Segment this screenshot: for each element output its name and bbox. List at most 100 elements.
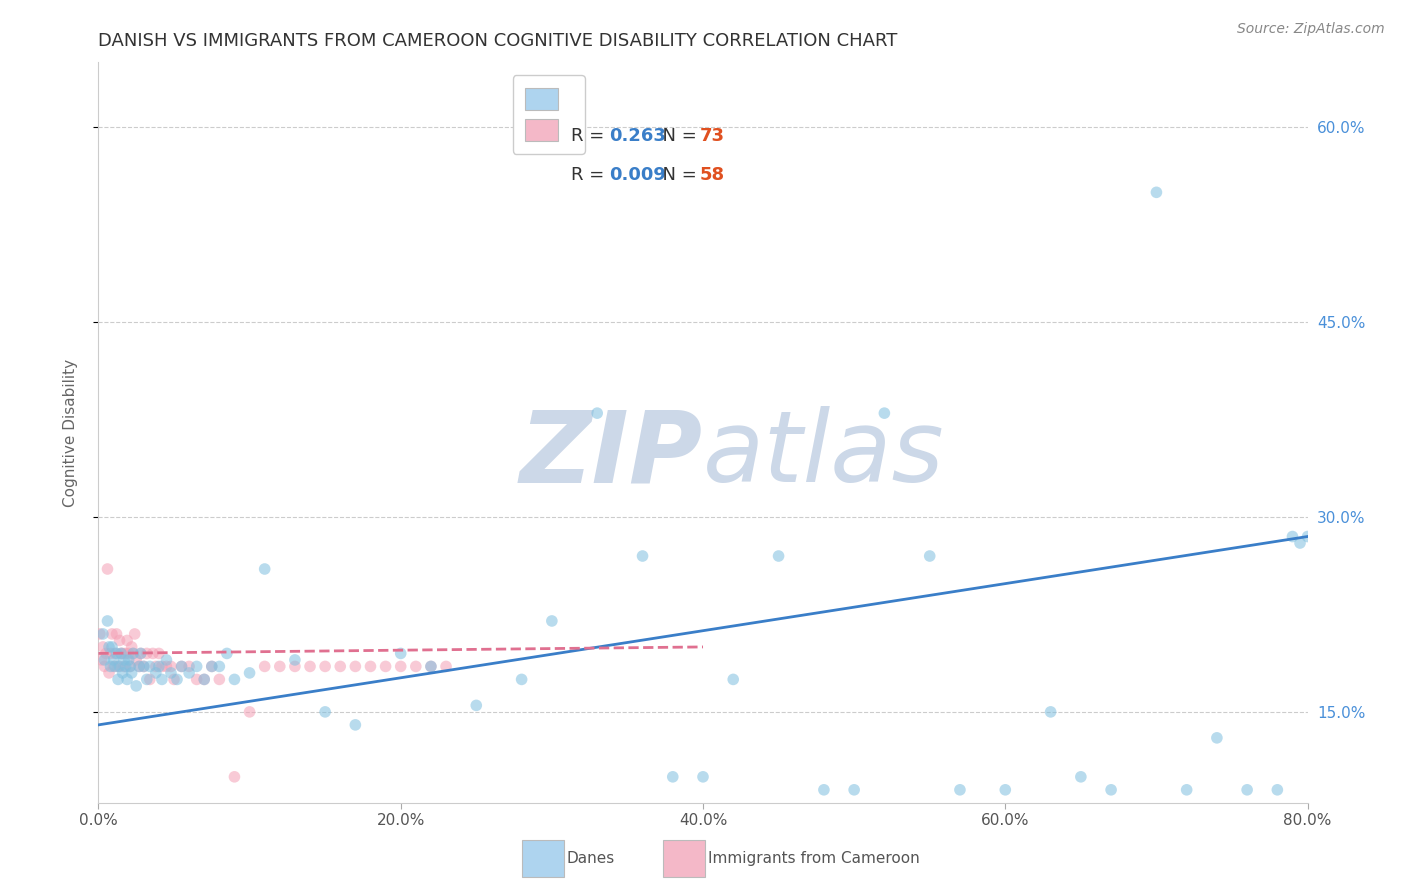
Point <box>631 549 654 563</box>
Point <box>96 562 118 576</box>
Point <box>122 647 145 661</box>
Point <box>299 659 322 673</box>
Point <box>145 659 167 673</box>
Text: Danes: Danes <box>567 851 614 866</box>
Point <box>103 653 125 667</box>
Point <box>269 659 291 673</box>
Point <box>93 659 115 673</box>
Text: R =: R = <box>571 127 610 145</box>
Point <box>949 782 972 797</box>
Point <box>120 659 142 673</box>
Point <box>314 659 336 673</box>
Text: 73: 73 <box>699 127 724 145</box>
Point <box>179 665 201 680</box>
Text: DANISH VS IMMIGRANTS FROM CAMEROON COGNITIVE DISABILITY CORRELATION CHART: DANISH VS IMMIGRANTS FROM CAMEROON COGNI… <box>98 32 898 50</box>
Text: Immigrants from Cameroon: Immigrants from Cameroon <box>707 851 920 866</box>
Point <box>186 673 208 687</box>
Point <box>873 406 896 420</box>
Point <box>94 647 117 661</box>
Point <box>208 659 231 673</box>
Point <box>132 659 155 673</box>
Point <box>139 659 162 673</box>
Point <box>93 653 115 667</box>
Point <box>145 665 167 680</box>
Point <box>104 647 127 661</box>
Point <box>692 770 714 784</box>
Point <box>201 659 224 673</box>
Point <box>813 782 835 797</box>
Point <box>105 627 128 641</box>
Point <box>994 782 1017 797</box>
Point <box>135 647 157 661</box>
Point <box>107 659 129 673</box>
Point <box>135 673 157 687</box>
Point <box>540 614 562 628</box>
Point <box>1296 529 1319 543</box>
Point <box>239 665 262 680</box>
Point <box>105 647 128 661</box>
Point <box>586 406 609 420</box>
Point <box>201 659 224 673</box>
Point <box>284 659 307 673</box>
Point <box>111 665 134 680</box>
Point <box>344 718 367 732</box>
Point <box>148 647 170 661</box>
Point <box>389 647 412 661</box>
Point <box>224 770 246 784</box>
Point <box>120 659 142 673</box>
Point <box>768 549 790 563</box>
Text: R =: R = <box>571 166 610 184</box>
Point <box>101 627 124 641</box>
Point <box>179 659 201 673</box>
Point <box>160 665 183 680</box>
Point <box>101 640 124 654</box>
Point <box>148 659 170 673</box>
Point <box>1267 782 1289 797</box>
Text: N =: N = <box>651 127 703 145</box>
Point <box>193 673 215 687</box>
FancyBboxPatch shape <box>522 840 564 877</box>
Point <box>1099 782 1122 797</box>
Point <box>110 647 132 661</box>
Point <box>90 653 112 667</box>
Point <box>91 640 114 654</box>
Point <box>121 640 143 654</box>
Point <box>420 659 443 673</box>
Text: N =: N = <box>651 166 703 184</box>
Point <box>108 659 131 673</box>
Point <box>253 659 276 673</box>
Point <box>329 659 352 673</box>
Point <box>1070 770 1092 784</box>
Point <box>166 673 188 687</box>
Point <box>163 673 186 687</box>
Point <box>129 647 152 661</box>
Point <box>111 647 134 661</box>
Point <box>128 659 150 673</box>
Point <box>125 679 148 693</box>
Point <box>253 562 276 576</box>
Point <box>224 673 246 687</box>
Text: 0.009: 0.009 <box>609 166 666 184</box>
Point <box>723 673 745 687</box>
Point <box>125 653 148 667</box>
Point <box>186 659 208 673</box>
Point <box>98 665 121 680</box>
Point <box>1236 782 1258 797</box>
Point <box>465 698 488 713</box>
Point <box>128 659 150 673</box>
Point <box>344 659 367 673</box>
Point <box>118 653 141 667</box>
Text: 58: 58 <box>699 166 724 184</box>
Point <box>405 659 427 673</box>
Point <box>314 705 336 719</box>
Point <box>239 705 262 719</box>
Point <box>389 659 412 673</box>
Point <box>284 653 307 667</box>
Point <box>374 659 396 673</box>
Point <box>1144 186 1167 200</box>
Point <box>107 673 129 687</box>
Point <box>155 653 177 667</box>
Point <box>1206 731 1229 745</box>
Point <box>124 627 146 641</box>
Point <box>112 653 135 667</box>
